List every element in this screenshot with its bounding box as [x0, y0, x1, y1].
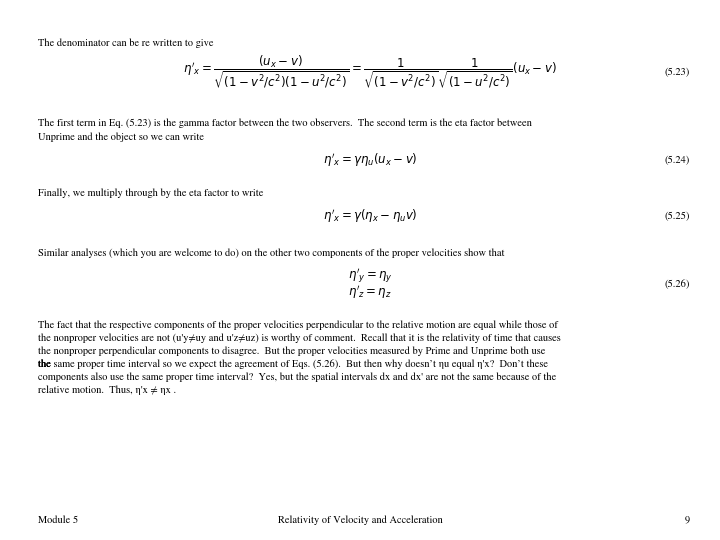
Text: the same proper time interval so we expect the agreement of Eqs. (5.26).  But th: the same proper time interval so we expe… — [38, 359, 548, 369]
Text: (5.26): (5.26) — [665, 279, 690, 289]
Text: components also use the same proper time interval?  Yes, but the spatial interva: components also use the same proper time… — [38, 372, 557, 382]
Text: (5.24): (5.24) — [665, 155, 690, 165]
Text: $\eta'_y = \eta_y$: $\eta'_y = \eta_y$ — [348, 267, 392, 285]
Text: Module 5: Module 5 — [38, 515, 78, 525]
Text: the nonproper perpendicular components to disagree.  But the proper velocities m: the nonproper perpendicular components t… — [38, 346, 545, 356]
Text: $\eta'_z = \eta_z$: $\eta'_z = \eta_z$ — [348, 284, 392, 301]
Text: The fact that the respective components of the proper velocities perpendicular t: The fact that the respective components … — [38, 320, 558, 329]
Text: $\eta'_x = \gamma\eta_u(u_x - v)$: $\eta'_x = \gamma\eta_u(u_x - v)$ — [323, 151, 418, 168]
Text: the: the — [38, 359, 53, 369]
Text: (5.23): (5.23) — [665, 67, 690, 77]
Text: Relativity of Velocity and Acceleration: Relativity of Velocity and Acceleration — [278, 515, 442, 525]
Text: the nonproper velocities are not (u'y≠uy and u'z≠uz) is worthy of comment.  Reca: the nonproper velocities are not (u'y≠uy… — [38, 333, 561, 343]
Text: (5.25): (5.25) — [665, 211, 690, 221]
Text: Finally, we multiply through by the eta factor to write: Finally, we multiply through by the eta … — [38, 188, 264, 198]
Text: The denominator can be re written to give: The denominator can be re written to giv… — [38, 38, 214, 48]
Text: relative motion.  Thus, η'x ≠ ηx .: relative motion. Thus, η'x ≠ ηx . — [38, 385, 176, 395]
Text: Unprime and the object so we can write: Unprime and the object so we can write — [38, 132, 204, 141]
Text: $\eta'_x = \dfrac{(u_x - v)}{\sqrt{(1-v^2/c^2)(1-u^2/c^2)}} = \dfrac{1}{\sqrt{(1: $\eta'_x = \dfrac{(u_x - v)}{\sqrt{(1-v^… — [183, 53, 557, 91]
Text: Similar analyses (which you are welcome to do) on the other two components of th: Similar analyses (which you are welcome … — [38, 248, 505, 258]
Text: 9: 9 — [685, 515, 690, 525]
Text: The first term in Eq. (5.23) is the gamma factor between the two observers.  The: The first term in Eq. (5.23) is the gamm… — [38, 118, 532, 127]
Text: $\eta'_x = \gamma(\eta_x - \eta_u v)$: $\eta'_x = \gamma(\eta_x - \eta_u v)$ — [323, 207, 418, 225]
Text: the: the — [38, 359, 53, 369]
